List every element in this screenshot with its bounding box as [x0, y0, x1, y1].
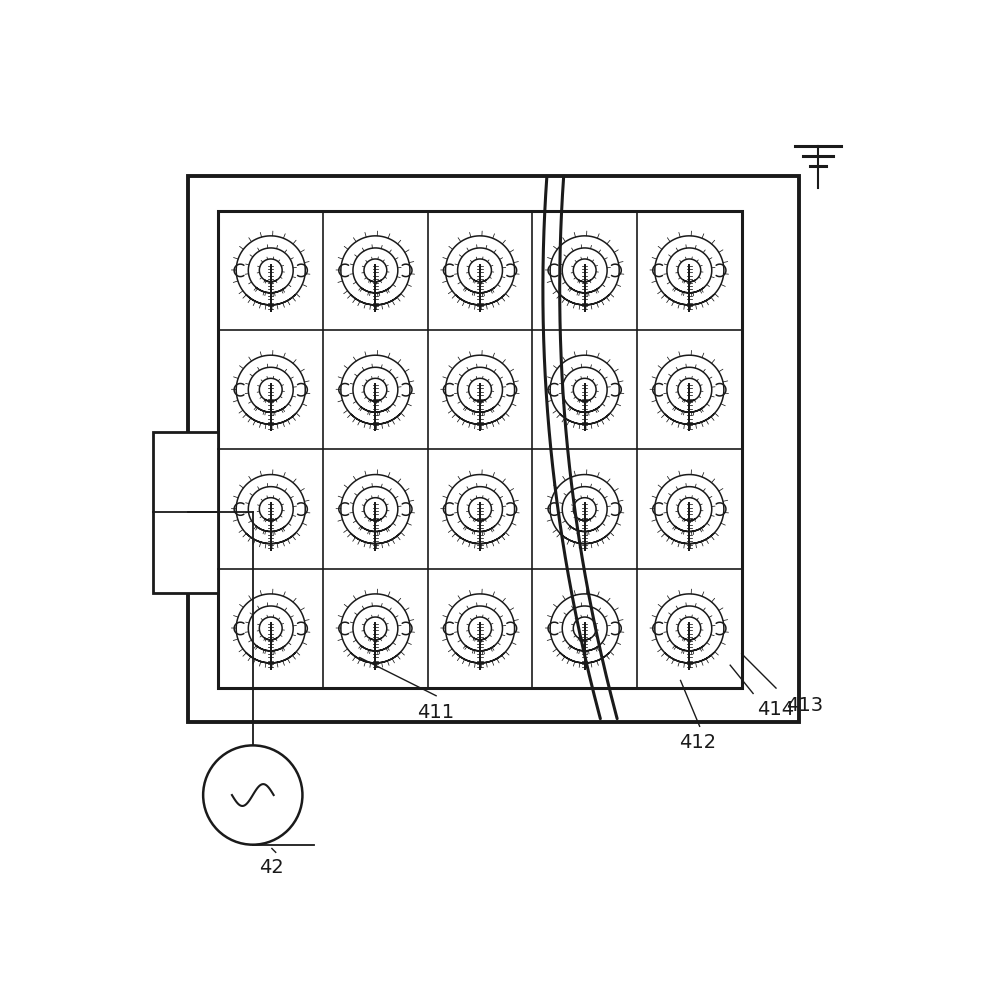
Bar — [153, 433, 218, 592]
Text: 411: 411 — [418, 703, 455, 722]
Text: 413: 413 — [786, 695, 823, 715]
Bar — [218, 210, 742, 688]
Text: 42: 42 — [260, 858, 284, 878]
Text: 412: 412 — [679, 733, 716, 752]
Circle shape — [203, 745, 302, 844]
Text: 414: 414 — [757, 699, 794, 718]
Bar — [188, 177, 799, 722]
